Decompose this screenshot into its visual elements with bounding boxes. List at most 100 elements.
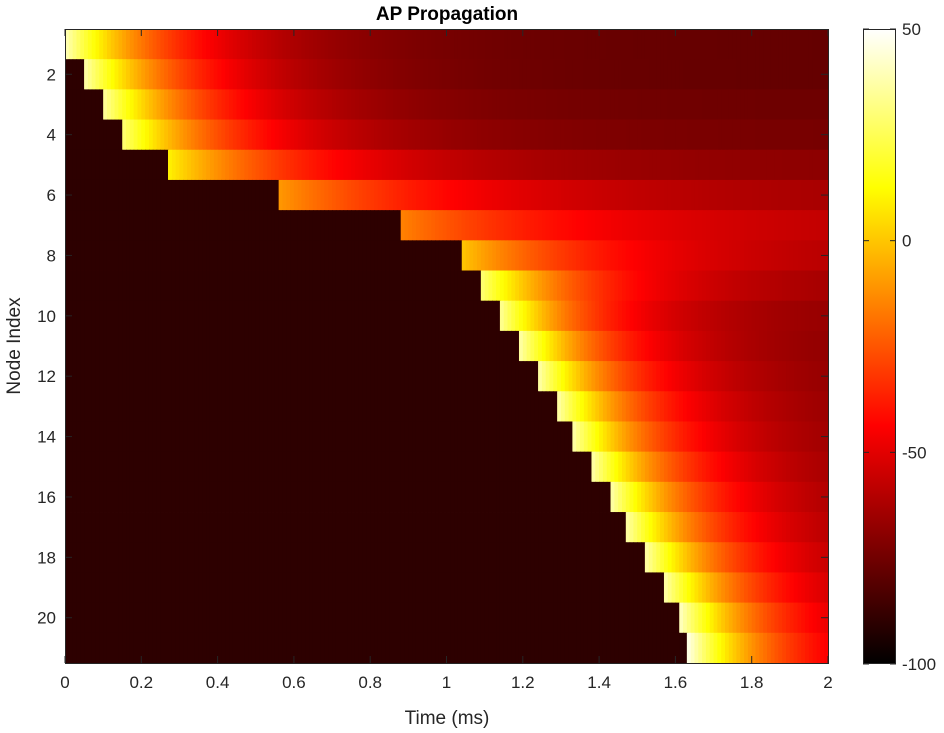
- heatmap-cell: [370, 149, 375, 181]
- heatmap-cell: [461, 451, 467, 483]
- heatmap-cell: [591, 59, 596, 90]
- heatmap-cell: [705, 602, 711, 634]
- heatmap-cell: [644, 270, 650, 302]
- heatmap-cell: [522, 210, 528, 241]
- heatmap-cell: [698, 119, 703, 151]
- heatmap-cell: [477, 330, 482, 362]
- heatmap-cell: [648, 361, 654, 392]
- heatmap-cell: [278, 632, 284, 664]
- heatmap-cell: [595, 89, 600, 120]
- heatmap-cell: [133, 149, 139, 181]
- heatmap-cell: [202, 391, 207, 422]
- heatmap-cell: [290, 270, 295, 302]
- heatmap-cell: [759, 119, 764, 151]
- heatmap-cell: [595, 179, 600, 211]
- heatmap-cell: [797, 632, 802, 664]
- heatmap-cell: [179, 361, 184, 392]
- heatmap-cell: [709, 451, 715, 483]
- heatmap-cell: [515, 451, 520, 483]
- heatmap-cell: [206, 602, 211, 634]
- heatmap-cell: [583, 361, 589, 392]
- y-tick-label: 20: [37, 609, 56, 628]
- heatmap-cell: [774, 59, 780, 90]
- heatmap-cell: [126, 59, 131, 90]
- heatmap-cell: [381, 89, 387, 120]
- heatmap-cell: [721, 602, 726, 634]
- heatmap-cell: [343, 29, 348, 60]
- heatmap-cell: [461, 602, 467, 634]
- heatmap-cell: [526, 361, 532, 392]
- heatmap-cell: [152, 542, 158, 573]
- heatmap-cell: [461, 542, 467, 573]
- heatmap-cell: [301, 602, 306, 634]
- heatmap-cell: [229, 330, 234, 362]
- heatmap-cell: [808, 632, 814, 664]
- heatmap-cell: [797, 542, 802, 573]
- heatmap-cell: [442, 542, 448, 573]
- heatmap-cell: [515, 632, 520, 664]
- heatmap-cell: [374, 421, 379, 453]
- heatmap-cell: [213, 481, 219, 513]
- heatmap-cell: [263, 240, 268, 271]
- heatmap-cell: [240, 270, 245, 302]
- heatmap-cell: [320, 542, 326, 573]
- heatmap-cell: [305, 210, 310, 241]
- heatmap-cell: [87, 179, 93, 211]
- heatmap-cell: [206, 330, 211, 362]
- heatmap-cell: [587, 602, 593, 634]
- heatmap-cell: [515, 572, 520, 604]
- heatmap-cell: [637, 481, 642, 513]
- heatmap-cell: [572, 210, 577, 241]
- heatmap-cell: [793, 632, 799, 664]
- heatmap-cell: [709, 89, 715, 120]
- heatmap-cell: [763, 391, 768, 422]
- heatmap-cell: [541, 632, 547, 664]
- heatmap-cell: [541, 59, 547, 90]
- heatmap-cell: [725, 179, 730, 211]
- heatmap-cell: [789, 179, 795, 211]
- heatmap-cell: [232, 89, 238, 120]
- heatmap-cell: [648, 542, 654, 573]
- heatmap-cell: [805, 89, 810, 120]
- heatmap-cell: [122, 179, 127, 211]
- heatmap-cell: [751, 119, 757, 151]
- heatmap-cell: [431, 59, 436, 90]
- heatmap-cell: [168, 119, 173, 151]
- heatmap-cell: [312, 270, 318, 302]
- heatmap-cell: [198, 330, 203, 362]
- heatmap-cell: [137, 149, 142, 181]
- heatmap-cell: [225, 149, 230, 181]
- heatmap-cell: [95, 361, 100, 392]
- heatmap-cell: [641, 300, 646, 332]
- heatmap-cell: [610, 330, 615, 362]
- heatmap-cell: [549, 391, 554, 422]
- heatmap-cell: [145, 119, 150, 151]
- heatmap-cell: [705, 270, 711, 302]
- heatmap-cell: [415, 512, 421, 543]
- heatmap-cell: [248, 361, 253, 392]
- heatmap-cell: [114, 59, 119, 90]
- heatmap-cell: [297, 542, 303, 573]
- heatmap-cell: [580, 179, 585, 211]
- heatmap-cell: [473, 149, 478, 181]
- heatmap-cell: [225, 300, 230, 332]
- heatmap-cell: [175, 330, 181, 362]
- heatmap-cell: [274, 300, 280, 332]
- heatmap-row-node-20: [65, 602, 829, 634]
- heatmap-row-node-6: [65, 179, 829, 211]
- heatmap-cell: [133, 270, 139, 302]
- heatmap-cell: [793, 572, 799, 604]
- heatmap-cell: [312, 179, 318, 211]
- heatmap-cell: [244, 542, 249, 573]
- heatmap-cell: [171, 240, 177, 271]
- heatmap-cell: [606, 481, 612, 513]
- heatmap-cell: [656, 240, 661, 271]
- heatmap-cell: [591, 481, 596, 513]
- heatmap-cell: [599, 391, 604, 422]
- heatmap-cell: [194, 59, 200, 90]
- heatmap-cell: [164, 602, 169, 634]
- heatmap-cell: [259, 542, 264, 573]
- heatmap-cell: [194, 89, 200, 120]
- heatmap-cell: [133, 330, 139, 362]
- heatmap-cell: [209, 29, 215, 60]
